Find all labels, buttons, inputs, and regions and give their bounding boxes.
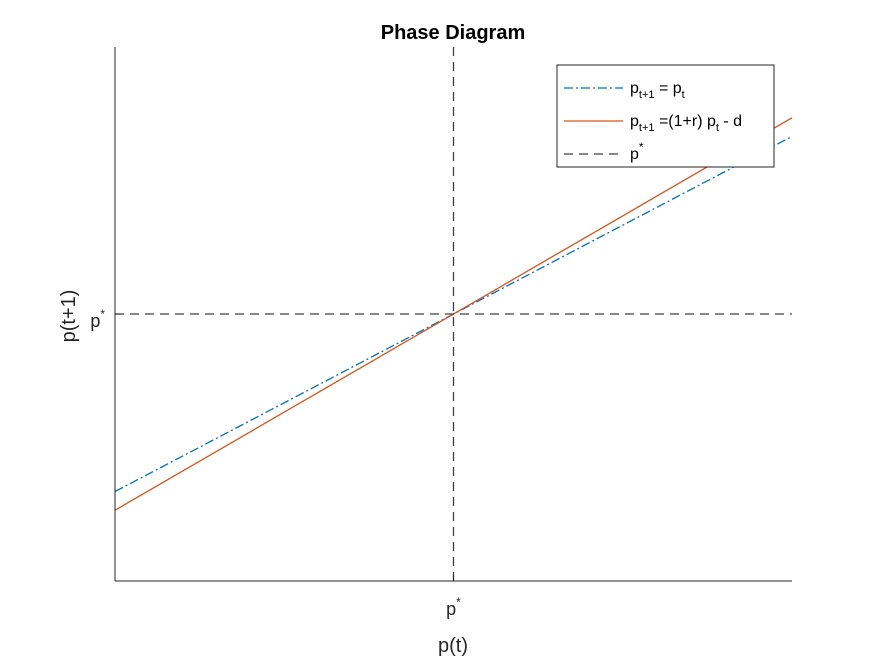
ticks: p* p*	[90, 307, 461, 619]
y-axis-label: p(t+1)	[58, 290, 80, 343]
chart-title: Phase Diagram	[381, 22, 526, 44]
legend-entry-1: pt+1 = pt	[630, 80, 685, 101]
legend-box	[556, 64, 775, 168]
legend: pt+1 = pt pt+1 =(1+r) pt - d p*	[556, 64, 775, 168]
plot-area	[114, 47, 793, 581]
y-tick-label: p*	[90, 307, 105, 331]
legend-entry-3: p*	[630, 140, 644, 163]
legend-entry-2: pt+1 =(1+r) pt - d	[630, 113, 742, 134]
x-tick-label: p*	[446, 595, 461, 619]
x-axis-label: p(t)	[438, 635, 468, 656]
